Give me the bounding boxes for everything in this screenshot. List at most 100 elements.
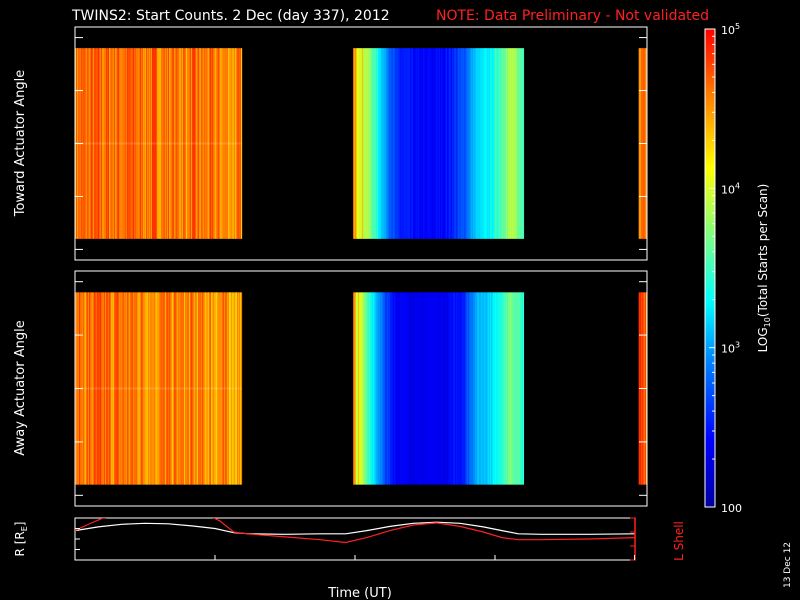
heatmap-column — [486, 48, 488, 239]
heatmap-column — [367, 292, 369, 485]
heatmap-column — [512, 48, 514, 239]
heatmap-column — [432, 292, 434, 485]
heatmap-column — [479, 48, 481, 239]
heatmap-column — [240, 48, 242, 239]
heatmap-column — [370, 48, 373, 239]
heatmap-column — [480, 48, 482, 239]
heatmap-column — [157, 292, 159, 485]
heatmap-column — [83, 48, 86, 239]
heatmap-column — [454, 48, 456, 239]
heatmap-column — [203, 48, 205, 239]
heatmap-column — [447, 48, 449, 239]
heatmap-column — [391, 292, 393, 485]
heatmap-column — [417, 48, 419, 239]
heatmap-column — [198, 48, 200, 239]
heatmap-column — [420, 292, 422, 485]
heatmap-column — [353, 48, 356, 239]
heatmap-column — [108, 292, 110, 485]
heatmap-column — [408, 292, 410, 485]
heatmap-column — [183, 292, 185, 485]
heatmap-column — [390, 292, 392, 485]
heatmap-column — [186, 48, 188, 239]
heatmap-column — [474, 292, 476, 485]
heatmap-column — [464, 292, 466, 485]
heatmap-column — [521, 48, 523, 239]
lshell-line — [75, 518, 635, 544]
heatmap-column — [113, 292, 115, 485]
heatmap-column — [428, 292, 430, 485]
heatmap-column — [463, 292, 465, 485]
heatmap-column — [494, 292, 497, 485]
heatmap-column — [87, 292, 89, 485]
heatmap-column — [142, 48, 144, 239]
heatmap-column — [128, 48, 130, 239]
heatmap-column — [151, 48, 154, 239]
colorbar-tick-label: 104 — [721, 181, 740, 196]
heatmap-column — [452, 48, 454, 239]
heatmap-column — [487, 48, 489, 239]
heatmap-column — [133, 292, 135, 485]
heatmap-column — [90, 48, 92, 239]
heatmap-column — [92, 48, 94, 239]
heatmap-column — [135, 48, 137, 239]
heatmap-column — [132, 292, 134, 485]
heatmap-column — [363, 48, 365, 239]
heatmap-column — [198, 292, 201, 485]
heatmap-column — [120, 48, 122, 239]
heatmap-column — [372, 292, 374, 485]
heatmap-column — [405, 48, 407, 239]
heatmap-column — [404, 48, 406, 239]
heatmap-column — [472, 292, 474, 485]
heatmap-column — [405, 292, 407, 485]
heatmap-column — [114, 292, 116, 485]
heatmap-column — [222, 48, 224, 239]
heatmap-column — [396, 292, 398, 485]
heatmap-column — [435, 292, 437, 485]
heatmap-column — [361, 292, 363, 485]
heatmap-column — [371, 292, 373, 485]
heatmap-column — [386, 292, 388, 485]
heatmap-column — [383, 292, 386, 485]
heatmap-column — [206, 292, 208, 485]
heatmap-column — [208, 292, 210, 485]
heatmap-column — [210, 292, 212, 485]
heatmap-column — [481, 48, 484, 239]
heatmap-column — [202, 292, 204, 485]
heatmap-column — [405, 48, 407, 239]
colorbar-label: LOG10(Total Starts per Scan) — [756, 184, 772, 353]
heatmap-column — [168, 292, 170, 485]
heatmap-column — [467, 292, 469, 485]
heatmap-column — [223, 292, 225, 485]
heatmap-column — [513, 292, 515, 485]
heatmap-column — [99, 48, 101, 239]
heatmap-column — [463, 48, 465, 239]
heatmap-column — [237, 48, 239, 239]
heatmap-column — [514, 292, 516, 485]
heatmap-column — [174, 48, 176, 239]
heatmap-column — [396, 48, 398, 239]
heatmap-column — [368, 292, 370, 485]
heatmap-column — [511, 292, 513, 485]
heatmap-column — [160, 48, 162, 239]
heatmap-column — [381, 48, 383, 239]
heatmap-column — [175, 48, 177, 239]
heatmap-column — [187, 48, 189, 239]
heatmap-column — [186, 292, 188, 485]
heatmap-column — [139, 292, 141, 485]
heatmap-column — [213, 292, 215, 485]
heatmap-column — [216, 48, 218, 239]
heatmap-column — [155, 48, 157, 239]
heatmap-column — [112, 292, 114, 485]
heatmap-column — [224, 292, 227, 485]
heatmap-column — [88, 48, 90, 239]
heatmap-column — [358, 48, 360, 239]
heatmap-column — [220, 292, 222, 485]
heatmap-column — [392, 48, 394, 239]
heatmap-column — [492, 48, 494, 239]
heatmap-column — [226, 48, 228, 239]
heatmap-column — [139, 48, 141, 239]
heatmap-column — [94, 48, 96, 239]
heatmap-column — [438, 48, 440, 239]
heatmap-column — [379, 292, 381, 485]
heatmap-column — [395, 292, 397, 485]
